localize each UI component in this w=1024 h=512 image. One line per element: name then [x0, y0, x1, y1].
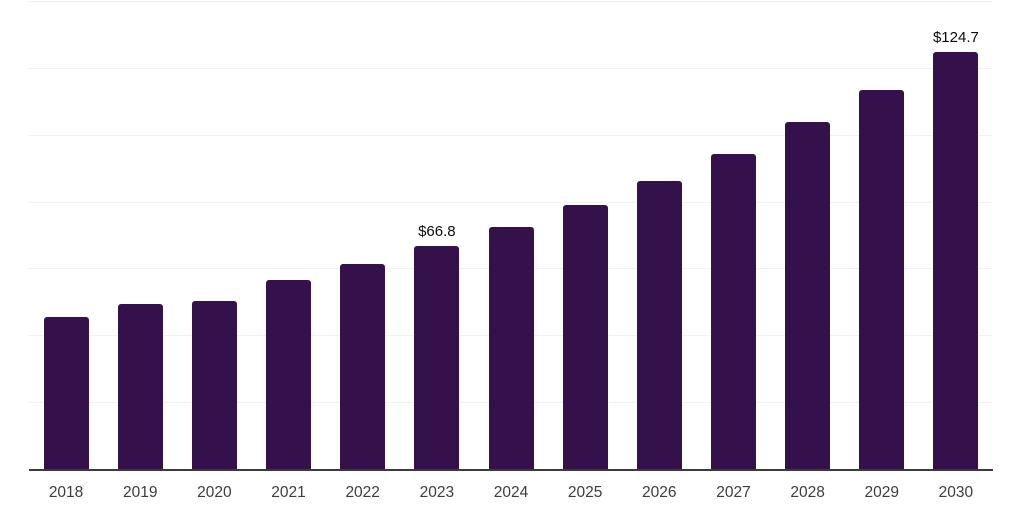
bar-2021	[266, 280, 312, 469]
bar-2023	[414, 245, 460, 469]
bar-2026	[636, 180, 682, 469]
plot-area: $66.8 $124.7	[29, 1, 993, 469]
bar-2029	[859, 89, 905, 469]
gridline-y-120	[29, 67, 993, 69]
x-tick-label-2029: 2029	[864, 484, 899, 501]
x-tick-label-2026: 2026	[642, 484, 677, 501]
x-axis-labels: 2018 2019 2020 2021 2022 2023 2024 2025 2026 2027…	[29, 484, 993, 504]
x-tick-label-2027: 2027	[716, 484, 751, 501]
bar-2028	[785, 122, 831, 469]
x-tick-label-2028: 2028	[790, 484, 825, 501]
x-tick-label-2022: 2022	[345, 484, 380, 501]
x-tick-label-2020: 2020	[197, 484, 232, 501]
x-tick-label-2023: 2023	[419, 484, 455, 501]
bar-2019	[117, 303, 163, 469]
bar-value-label-2023: $66.8	[418, 222, 456, 240]
bar-2025	[562, 204, 608, 469]
x-tick-label-2018: 2018	[48, 484, 84, 501]
bar-2024	[488, 226, 534, 469]
bar-2022	[340, 264, 386, 469]
bar-2027	[710, 154, 756, 469]
bar-value-label-2030: $124.7	[932, 29, 979, 47]
x-tick-label-2024: 2024	[493, 484, 529, 501]
bar-2020	[191, 300, 237, 469]
bar-2018	[43, 316, 89, 469]
gridline-y-100	[29, 134, 993, 136]
gridline-y-140	[29, 1, 993, 2]
gridline-y-80	[29, 201, 993, 203]
x-tick-label-2025: 2025	[567, 484, 603, 501]
x-tick-label-2021: 2021	[271, 484, 306, 501]
x-tick-label-2019: 2019	[122, 484, 158, 501]
x-axis-line	[29, 469, 993, 471]
bar-2030	[933, 52, 979, 469]
x-tick-label-2030: 2030	[938, 484, 974, 501]
